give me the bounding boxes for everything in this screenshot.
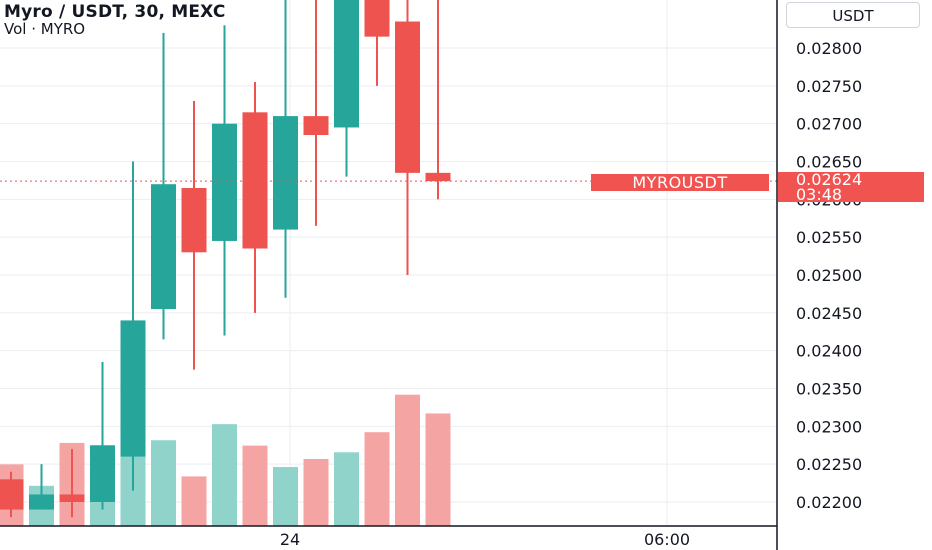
candle-body <box>303 116 329 136</box>
candle-body <box>0 479 24 510</box>
chart-grid <box>0 0 777 526</box>
price-tick-label: 0.02450 <box>796 304 862 323</box>
volume-bar <box>303 459 329 526</box>
candle-body <box>242 112 268 249</box>
candle-body <box>59 494 85 502</box>
candle-body <box>151 184 176 310</box>
candle-body <box>395 21 420 173</box>
price-tick-label: 0.02200 <box>796 493 862 512</box>
volume-bar <box>334 452 359 526</box>
price-tick-label: 0.02650 <box>796 153 862 172</box>
price-tick-label: 0.02750 <box>796 77 862 96</box>
price-tick-label: 0.02500 <box>796 266 862 285</box>
volume-bar <box>395 394 420 526</box>
chart-title: Myro / USDT, 30, MEXC <box>4 2 226 22</box>
price-tick-label: 0.02400 <box>796 342 862 361</box>
candle-body <box>120 320 146 457</box>
candle-body <box>273 116 298 230</box>
price-tick-label: 0.02300 <box>796 417 862 436</box>
candle-body <box>334 0 359 128</box>
volume-bar <box>212 424 237 526</box>
symbol-badge: MYROUSDT <box>591 174 769 191</box>
volume-bar <box>273 467 298 526</box>
time-tick-label: 24 <box>280 530 300 549</box>
last-price-badge: 0.02624 03:48 <box>778 170 924 204</box>
price-tick-label: 0.02800 <box>796 39 862 58</box>
candle-body <box>364 0 390 37</box>
volume-bars <box>0 394 451 526</box>
candle-body <box>90 445 115 502</box>
candle-body <box>212 123 237 241</box>
price-axis[interactable]: 0.02200 0.02250 0.02300 0.02350 0.02400 0.024… <box>796 39 862 512</box>
volume-bar <box>242 445 268 526</box>
volume-legend: Vol · MYRO <box>4 20 86 38</box>
last-price-value: 0.02624 <box>796 170 863 189</box>
volume-bar <box>151 440 176 526</box>
time-axis[interactable]: 24 06:00 <box>280 530 690 549</box>
candle-body <box>29 494 54 510</box>
price-tick-label: 0.02350 <box>796 380 862 399</box>
volume-bar <box>425 413 451 526</box>
currency-button[interactable]: USDT <box>786 2 920 28</box>
volume-bar <box>181 476 207 526</box>
candle-body <box>181 187 207 253</box>
time-tick-label: 06:00 <box>644 530 690 549</box>
candlesticks <box>0 0 451 518</box>
price-tick-label: 0.02700 <box>796 115 862 134</box>
price-tick-label: 0.02550 <box>796 228 862 247</box>
price-tick-label: 0.02250 <box>796 455 862 474</box>
bar-countdown: 03:48 <box>796 185 843 204</box>
volume-bar <box>364 432 390 526</box>
candle-body <box>425 172 451 182</box>
